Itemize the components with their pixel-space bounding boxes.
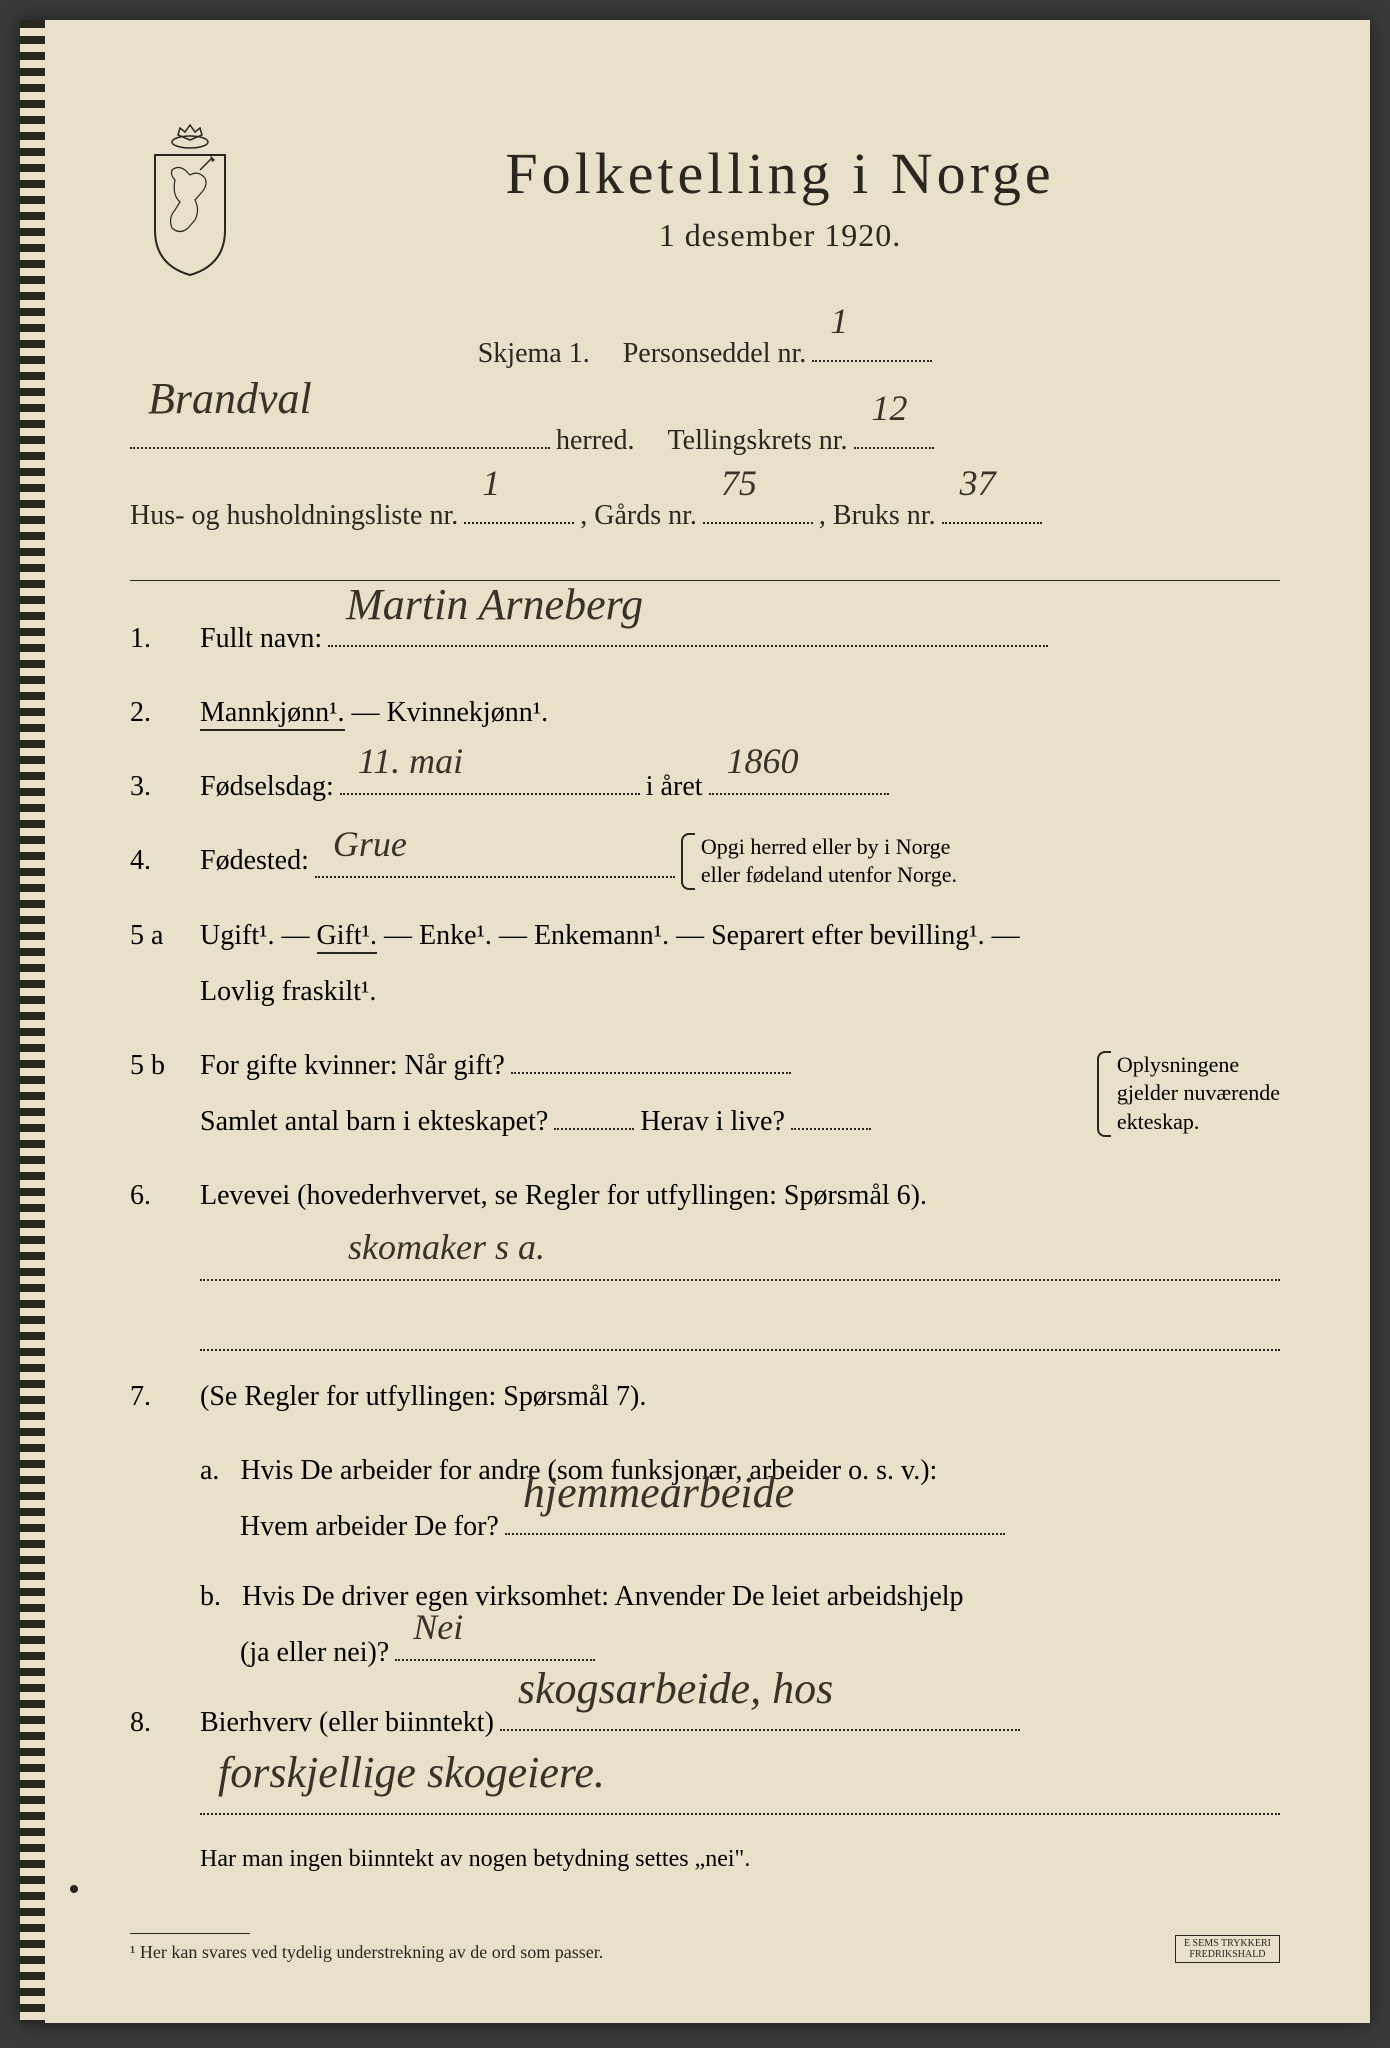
divider-icon bbox=[130, 580, 1280, 581]
q6-row: 6. Levevei (hovederhvervet, se Regler fo… bbox=[130, 1168, 1280, 1351]
q3-row: 3. Fødselsdag: 11. mai i året 1860 bbox=[130, 759, 1280, 815]
husliste-line: Hus- og husholdningsliste nr. 1 , Gårds … bbox=[130, 482, 1280, 549]
q5a-enke: Enke¹. bbox=[419, 920, 492, 951]
q7-num: 7. bbox=[130, 1381, 180, 1413]
q4-value: Grue bbox=[325, 808, 415, 880]
q7-label: (Se Regler for utfyllingen: Spørsmål 7). bbox=[200, 1381, 646, 1412]
q3-daymonth: 11. mai bbox=[350, 725, 471, 797]
footnote: ¹ Her kan svares ved tydelig understrekn… bbox=[130, 1923, 1280, 1963]
q1-num: 1. bbox=[130, 623, 180, 655]
husliste-nr: 1 bbox=[474, 440, 508, 526]
printer-stamp: E SEMS TRYKKERI FREDRIKSHALD bbox=[1175, 1935, 1280, 1963]
footnote-text: ¹ Her kan svares ved tydelig understrekn… bbox=[130, 1942, 603, 1962]
q7-row: 7. (Se Regler for utfyllingen: Spørsmål … bbox=[130, 1369, 1280, 1425]
q4-note-l1: Opgi herred eller by i Norge bbox=[701, 834, 950, 859]
q7b-text1: Hvis De driver egen virksomhet: Anvender… bbox=[242, 1581, 964, 1612]
stamp-l2: FREDRIKSHALD bbox=[1189, 1949, 1265, 1960]
main-title: Folketelling i Norge bbox=[280, 140, 1280, 207]
q7a-label: a. bbox=[200, 1455, 219, 1486]
personseddel-label: Personseddel nr. bbox=[623, 320, 807, 387]
q5b-note-l2: gjelder nuværende bbox=[1117, 1080, 1280, 1105]
q4-label: Fødested: bbox=[200, 833, 309, 889]
q5b-num: 5 b bbox=[130, 1050, 180, 1082]
q4-note: Opgi herred eller by i Norge eller fødel… bbox=[681, 833, 957, 890]
skjema-label: Skjema 1. bbox=[478, 320, 590, 387]
margin-dot-icon bbox=[70, 1885, 78, 1893]
herred-line: Brandval herred. Tellingskrets nr. 12 bbox=[130, 407, 1280, 474]
q2-num: 2. bbox=[130, 697, 180, 729]
husliste-label: Hus- og husholdningsliste nr. bbox=[130, 482, 458, 549]
q5b-live-label: Herav i live? bbox=[640, 1094, 785, 1150]
q2-kvinne: Kvinnekjønn¹. bbox=[387, 697, 549, 728]
q2-mann: Mannkjønn¹. bbox=[200, 697, 345, 731]
q1-row: 1. Fullt navn: Martin Arneberg bbox=[130, 611, 1280, 667]
gards-nr: 75 bbox=[713, 440, 765, 526]
tellingskrets-nr: 12 bbox=[864, 365, 916, 451]
q5a-enkemann: Enkemann¹. bbox=[534, 920, 669, 951]
bruks-nr: 37 bbox=[952, 440, 1004, 526]
q6-value: skomaker s a. bbox=[340, 1211, 553, 1283]
q2-row: 2. Mannkjønn¹. — Kvinnekjønn¹. bbox=[130, 685, 1280, 741]
gards-label: , Gårds nr. bbox=[580, 482, 697, 549]
personseddel-nr: 1 bbox=[822, 278, 856, 364]
q7a-row: a. Hvis De arbeider for andre (som funks… bbox=[130, 1443, 1280, 1555]
footnote-rule-icon bbox=[130, 1933, 250, 1934]
q3-yearlabel: i året bbox=[646, 759, 703, 815]
q5a-fraskilt: Lovlig fraskilt¹. bbox=[200, 976, 376, 1007]
herred-label: herred. bbox=[556, 407, 635, 474]
q6-label: Levevei (hovederhvervet, se Regler for u… bbox=[200, 1180, 927, 1211]
q3-num: 3. bbox=[130, 771, 180, 803]
q8-num: 8. bbox=[130, 1707, 180, 1739]
q3-label: Fødselsdag: bbox=[200, 759, 334, 815]
bruks-label: , Bruks nr. bbox=[819, 482, 936, 549]
subtitle: 1 desember 1920. bbox=[280, 217, 1280, 254]
q8-value1: skogsarbeide, hos bbox=[510, 1645, 841, 1733]
q7a-value: hjemmearbeide bbox=[515, 1449, 802, 1537]
q4-num: 4. bbox=[130, 845, 180, 877]
q5b-note: Oplysningene gjelder nuværende ekteskap. bbox=[1097, 1051, 1280, 1137]
q7a-text2: Hvem arbeider De for? bbox=[240, 1499, 499, 1555]
q5a-ugift: Ugift¹. bbox=[200, 920, 275, 951]
q7b-value: Nei bbox=[405, 1591, 471, 1663]
coat-of-arms-icon bbox=[130, 120, 250, 280]
q5b-gift-label: For gifte kvinner: Når gift? bbox=[200, 1038, 505, 1094]
q3-year: 1860 bbox=[719, 725, 807, 797]
q8-value2: forskjellige skogeiere. bbox=[210, 1729, 613, 1817]
q8-note: Har man ingen biinntekt av nogen betydni… bbox=[200, 1846, 750, 1872]
header: Folketelling i Norge 1 desember 1920. bbox=[130, 120, 1280, 280]
q1-value: Martin Arneberg bbox=[338, 561, 651, 649]
title-block: Folketelling i Norge 1 desember 1920. bbox=[280, 120, 1280, 254]
q4-row: 4. Fødested: Grue Opgi herred eller by i… bbox=[130, 833, 1280, 890]
q1-label: Fullt navn: bbox=[200, 611, 322, 667]
q5a-row: 5 a Ugift¹. — Gift¹. — Enke¹. — Enkemann… bbox=[130, 908, 1280, 1020]
q5b-barn-label: Samlet antal barn i ekteskapet? bbox=[200, 1094, 548, 1150]
q5b-note-l3: ekteskap. bbox=[1117, 1109, 1199, 1134]
q5a-gift: Gift¹. bbox=[317, 920, 378, 954]
q8-row: 8. Bierhverv (eller biinntekt) skogsarbe… bbox=[130, 1695, 1280, 1883]
norway-coat-of-arms-svg bbox=[130, 120, 250, 280]
q7b-label: b. bbox=[200, 1581, 221, 1612]
census-form-page: Folketelling i Norge 1 desember 1920. Sk… bbox=[20, 20, 1370, 2023]
q5a-num: 5 a bbox=[130, 920, 180, 952]
q5b-note-l1: Oplysningene bbox=[1117, 1052, 1239, 1077]
q2-dash: — bbox=[352, 697, 387, 728]
stamp-l1: E SEMS TRYKKERI bbox=[1184, 1938, 1271, 1949]
herred-value: Brandval bbox=[140, 346, 320, 452]
q5a-separert: Separert efter bevilling¹. bbox=[711, 920, 985, 951]
q4-note-l2: eller fødeland utenfor Norge. bbox=[701, 862, 957, 887]
q7b-text2: (ja eller nei)? bbox=[240, 1625, 389, 1681]
q5b-row: 5 b For gifte kvinner: Når gift? Samlet … bbox=[130, 1038, 1280, 1150]
q6-num: 6. bbox=[130, 1180, 180, 1212]
